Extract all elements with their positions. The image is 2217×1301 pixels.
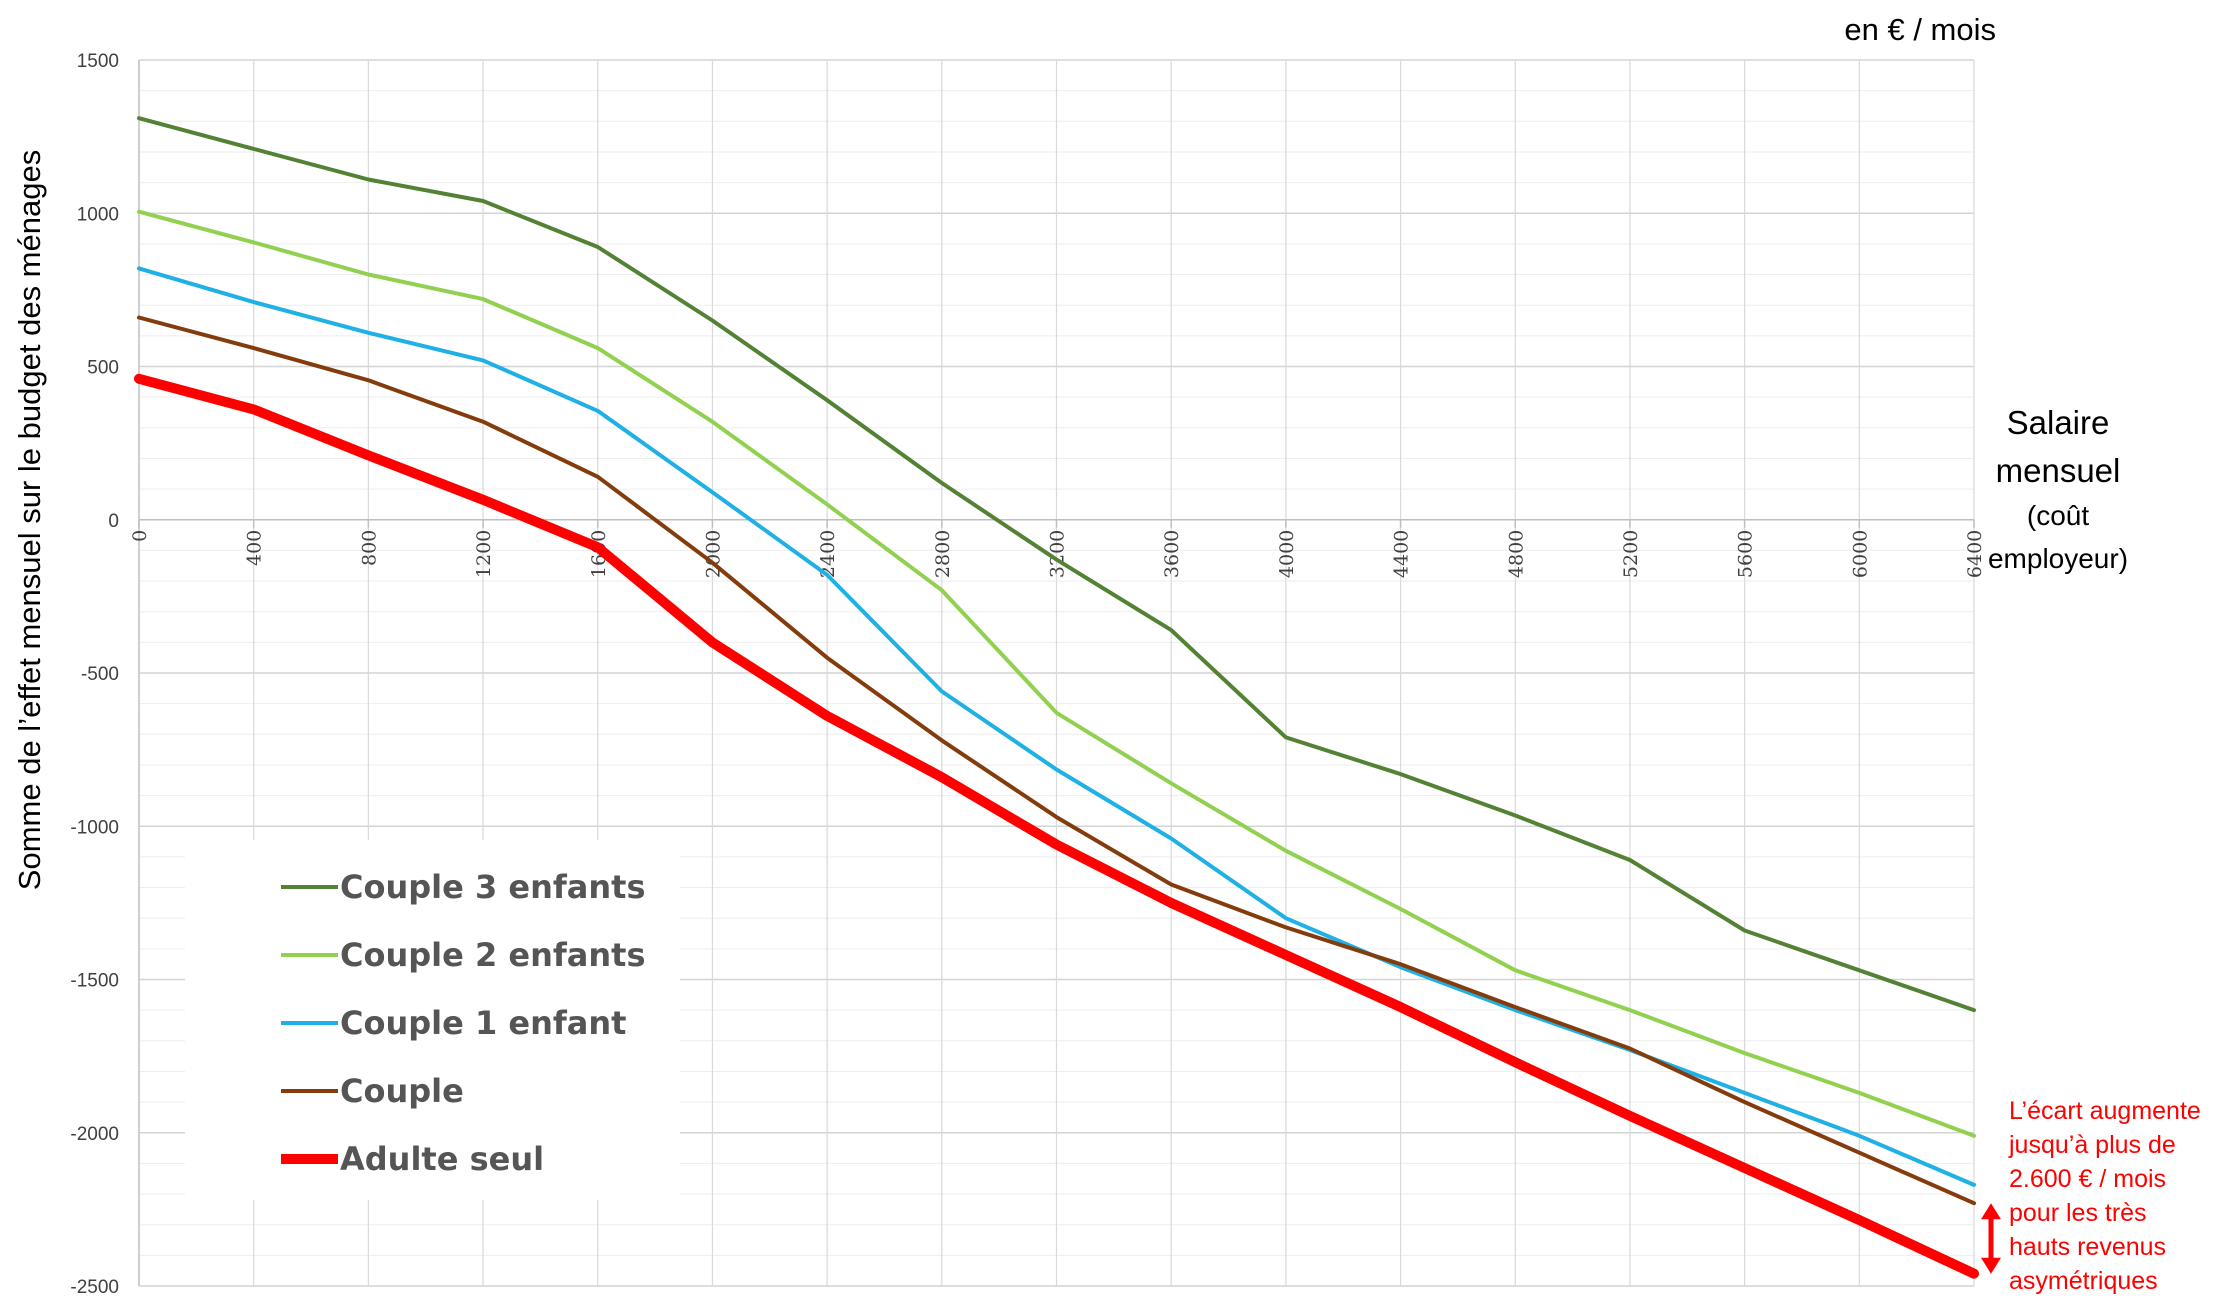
x-tick-label: 2800	[932, 530, 954, 578]
x-tick-label: 5600	[1735, 530, 1757, 578]
x-axis-tick-labels: 0 400 800 1200 1600 2000 2400 2800 3200 3600 4000 4…	[129, 530, 1986, 578]
x-tick-label: 5200	[1620, 530, 1642, 578]
x-tick-label: 4400	[1391, 530, 1413, 578]
chart-legend: Couple 3 enfants Couple 2 enfants Couple 1…	[185, 840, 680, 1200]
annotation-line-5: hauts revenus	[2009, 1233, 2166, 1261]
gap-arrow-head-bottom	[1981, 1257, 2001, 1274]
series-line	[137, 209, 1976, 1138]
x-tick-label: 1200	[473, 530, 495, 578]
x-axis-title-line-3: (coût	[2027, 500, 2089, 531]
series-line	[137, 116, 1976, 1013]
annotation-line-3: 2.600 € / mois	[2009, 1165, 2166, 1193]
unit-label: en € / mois	[1844, 12, 1996, 47]
x-tick-label: 400	[244, 530, 266, 566]
legend-label: Adulte seul	[340, 1140, 544, 1178]
y-tick-label: -500	[81, 664, 119, 685]
x-tick-label: 0	[129, 530, 151, 542]
x-tick-label: 3200	[1047, 530, 1069, 578]
y-axis-title: Somme de l’effet mensuel sur le budget d…	[12, 150, 47, 890]
y-tick-label: 1000	[77, 204, 119, 225]
y-axis-tick-labels: 1500 1000 500 0 -500 -1000 -1500 -2000 -2500	[70, 51, 119, 1298]
series-line	[137, 315, 1976, 1206]
legend-label: Couple 1 enfant	[340, 1004, 626, 1042]
y-tick-label: -2500	[70, 1277, 119, 1298]
series-line	[134, 373, 1979, 1279]
x-tick-label: 800	[358, 530, 380, 566]
annotation-line-6: asymétriques	[2009, 1267, 2158, 1295]
y-tick-label: 1500	[77, 51, 119, 72]
gap-arrow-head-top	[1981, 1203, 2001, 1220]
legend-label: Couple 3 enfants	[340, 868, 646, 906]
annotation-line-4: pour les très	[2009, 1199, 2147, 1227]
annotation-line-1: L’écart augmente	[2009, 1097, 2201, 1125]
x-tick-label: 4800	[1505, 530, 1527, 578]
legend-label: Couple 2 enfants	[340, 936, 646, 974]
x-tick-label: 4000	[1276, 530, 1298, 578]
y-tick-label: 0	[108, 511, 119, 532]
x-axis-title: Salaire mensuel (coût employeur)	[1988, 404, 2128, 574]
chart-series	[134, 116, 1979, 1279]
chart-axes	[138, 60, 1975, 1286]
x-tick-label: 3600	[1161, 530, 1183, 578]
y-tick-label: -2000	[70, 1124, 119, 1145]
x-axis-title-line-4: employeur)	[1988, 543, 2128, 574]
gap-annotation: L’écart augmente jusqu’à plus de 2.600 €…	[1981, 1097, 2201, 1295]
legend-label: Couple	[340, 1072, 464, 1110]
y-tick-label: -1500	[70, 971, 119, 992]
annotation-line-2: jusqu’à plus de	[2008, 1131, 2176, 1159]
x-tick-label: 2400	[817, 530, 839, 578]
x-tick-label: 6000	[1849, 530, 1871, 578]
x-tick-label: 6400	[1964, 530, 1986, 578]
legend-background	[185, 840, 680, 1200]
y-tick-label: 500	[87, 358, 119, 379]
x-axis-title-line-1: Salaire	[2007, 404, 2110, 441]
x-axis-title-line-2: mensuel	[1996, 452, 2121, 489]
y-tick-label: -1000	[70, 817, 119, 838]
